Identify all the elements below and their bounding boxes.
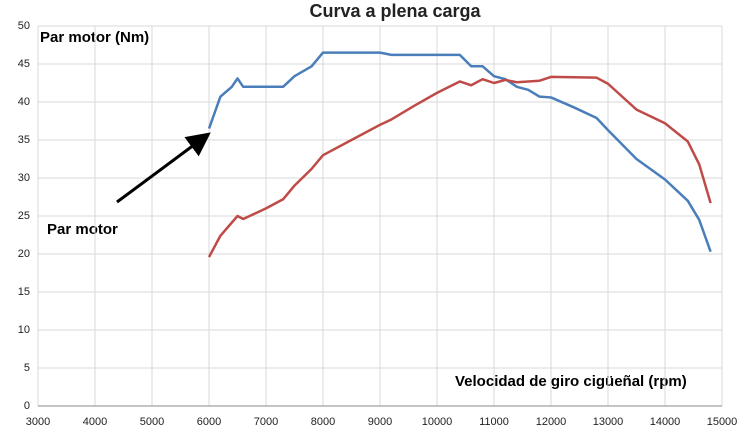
y-tick-label: 45: [18, 58, 30, 70]
annotation: Par motor: [47, 221, 118, 238]
y-tick-label: 5: [24, 362, 30, 374]
x-tick-label: 11000: [479, 416, 509, 428]
chart-title: Curva a plena carga: [309, 1, 481, 21]
y-tick-label: 10: [18, 324, 30, 336]
x-tick-label: 14000: [650, 416, 681, 428]
x-tick-label: 5000: [140, 416, 164, 428]
y-tick-label: 0: [24, 400, 30, 412]
x-tick-label: 6000: [197, 416, 221, 428]
y-tick-label: 40: [18, 96, 30, 108]
x-tick-label: 4000: [83, 416, 107, 428]
y-tick-label: 15: [18, 286, 30, 298]
y-tick-label: 20: [18, 248, 30, 260]
x-tick-label: 8000: [311, 416, 335, 428]
x-tick-label: 15000: [707, 416, 738, 428]
x-axis-label: Velocidad de giro cigüeñal (rpm): [455, 373, 687, 390]
x-tick-label: 7000: [254, 416, 278, 428]
y-tick-label: 35: [18, 134, 30, 146]
x-tick-label: 3000: [26, 416, 50, 428]
series-line: [207, 51, 712, 253]
x-tick-label: 12000: [536, 416, 567, 428]
y-tick-label: 25: [18, 210, 30, 222]
x-tick-label: 10000: [422, 416, 453, 428]
series-line: [207, 75, 712, 258]
x-tick-label: 9000: [368, 416, 392, 428]
arrow: [116, 132, 211, 204]
x-tick-label: 13000: [593, 416, 624, 428]
y-tick-label: 30: [18, 172, 30, 184]
y-tick-label: 50: [18, 20, 30, 32]
